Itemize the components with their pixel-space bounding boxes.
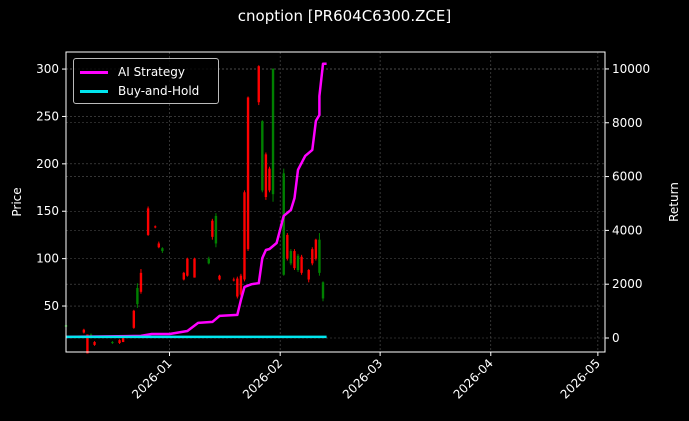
- y-tick-label: 100: [36, 252, 59, 266]
- candle-body: [321, 282, 325, 299]
- candle-body: [218, 275, 221, 280]
- candle-body: [186, 258, 189, 276]
- candle-body: [118, 340, 121, 343]
- y-tick-label: 250: [36, 109, 59, 123]
- y-tick-label: 300: [36, 62, 59, 76]
- candle-body: [211, 220, 214, 237]
- candle-body: [286, 234, 289, 259]
- candle-body: [136, 288, 139, 305]
- candle-body: [154, 226, 157, 228]
- y-tick-label: 150: [36, 204, 59, 218]
- x-tick-label: 2026-02: [240, 356, 285, 401]
- candle-body: [271, 69, 275, 195]
- legend-swatch-buy-and-hold: [80, 89, 108, 93]
- y-axis-label: Price: [10, 187, 24, 216]
- y-right-tick-label: 10000: [612, 62, 650, 76]
- y-right-tick-label: 4000: [612, 223, 643, 237]
- candle-body: [157, 243, 161, 248]
- y-right-tick-label: 0: [612, 331, 620, 345]
- candle-body: [257, 66, 260, 103]
- y-right-tick-label: 2000: [612, 277, 643, 291]
- legend-swatch-ai-strategy: [80, 70, 108, 74]
- candle-body: [318, 239, 321, 273]
- candle-body: [207, 258, 210, 264]
- candle-body: [86, 334, 89, 354]
- candle-body: [121, 338, 125, 343]
- candle-body: [296, 255, 300, 271]
- candle-body: [193, 258, 196, 278]
- legend: AI Strategy Buy-and-Hold: [73, 58, 219, 104]
- candle-body: [139, 272, 143, 292]
- candle-body: [261, 121, 264, 191]
- candle-body: [239, 275, 243, 295]
- candle-body: [293, 251, 296, 269]
- candle-body: [82, 329, 86, 333]
- y-right-tick-label: 6000: [612, 170, 643, 184]
- candle-body: [243, 192, 246, 280]
- candle-body: [182, 272, 185, 280]
- series-line-ai-strategy: [65, 62, 327, 339]
- candle-body: [282, 173, 285, 275]
- candle-body: [264, 154, 268, 198]
- candle-body: [236, 278, 239, 297]
- legend-item-buy-and-hold: Buy-and-Hold: [80, 82, 199, 100]
- candle-body: [93, 342, 96, 345]
- candle-body: [232, 279, 235, 281]
- candle-body: [289, 251, 293, 264]
- candle-body: [214, 215, 218, 244]
- candle-body: [268, 168, 271, 191]
- y-right-axis-label: Return: [667, 182, 681, 222]
- candle-body: [246, 97, 250, 250]
- y-right-tick-label: 8000: [612, 116, 643, 130]
- legend-label: AI Strategy: [118, 65, 185, 79]
- legend-item-ai-strategy: AI Strategy: [80, 63, 185, 81]
- chart-title: cnoption [PR604C6300.ZCE]: [237, 7, 452, 25]
- x-tick-label: 2026-04: [451, 356, 496, 401]
- candle-body: [300, 256, 303, 273]
- x-tick-label: 2026-03: [340, 356, 385, 401]
- x-tick-label: 2026-05: [558, 356, 603, 401]
- candle-body: [146, 208, 150, 235]
- y-tick-label: 50: [44, 299, 59, 313]
- candle-body: [307, 270, 310, 280]
- candle-body: [311, 249, 314, 264]
- x-tick-label: 2026-01: [129, 356, 174, 401]
- legend-label: Buy-and-Hold: [118, 84, 200, 98]
- candle-body: [132, 310, 136, 328]
- candle-body: [314, 239, 318, 259]
- plot-frame: [65, 51, 606, 353]
- candle-body: [161, 248, 164, 252]
- candle-body: [111, 342, 114, 344]
- y-tick-label: 200: [36, 157, 59, 171]
